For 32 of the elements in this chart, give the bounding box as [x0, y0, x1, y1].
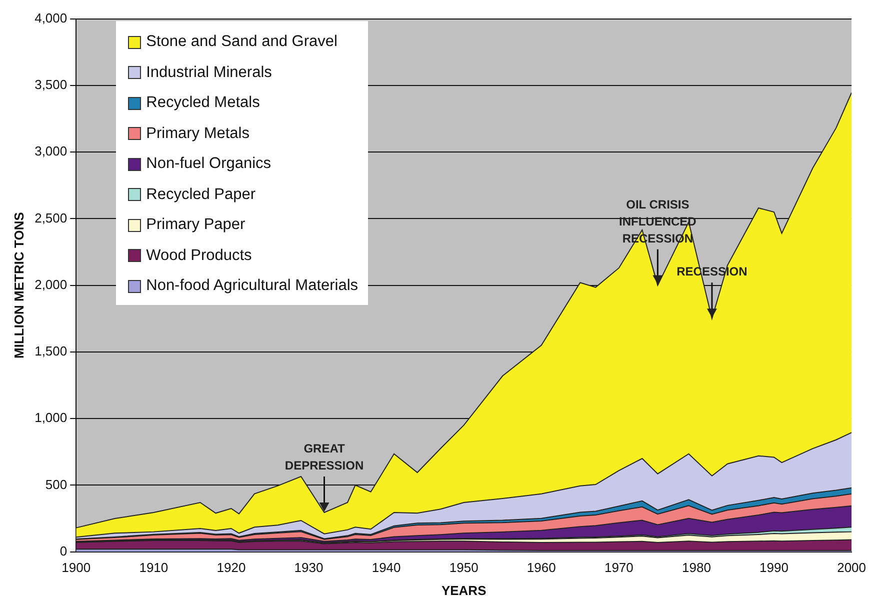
x-tick-label: 1950: [449, 560, 478, 576]
y-tick-label: 1,000: [34, 410, 68, 426]
y-axis-title: MILLION METRIC TONS: [11, 212, 26, 358]
y-tick-label: 2,000: [34, 276, 68, 292]
x-tick-label: 1960: [526, 560, 556, 576]
legend-label: Wood Products: [146, 246, 252, 265]
x-tick-label: 1990: [760, 560, 788, 576]
legend-label: Primary Paper: [146, 216, 246, 234]
x-tick-label: 2000: [837, 560, 866, 576]
x-tick-label: 1970: [604, 560, 634, 576]
x-tick-label: 1930: [294, 560, 324, 576]
x-tick-label: 1910: [139, 560, 168, 576]
legend-label: Stone and Sand and Gravel: [146, 33, 338, 52]
y-tick-label: 0: [60, 543, 68, 558]
x-tick-label: 1900: [62, 560, 91, 576]
y-tick-label: 500: [45, 476, 68, 492]
y-tick-label: 3,500: [34, 77, 68, 92]
legend-label: Primary Metals: [146, 124, 250, 143]
x-tick-label: 1920: [216, 560, 246, 576]
y-tick-label: 4,000: [34, 10, 68, 26]
y-tick-label: 3,000: [34, 144, 68, 159]
legend-label: Non-food Agricultural Materials: [146, 277, 358, 296]
legend-label: Non-fuel Organics: [146, 155, 272, 174]
y-tick-label: 1,500: [34, 344, 68, 359]
legend-label: Industrial Minerals: [146, 64, 272, 82]
y-tick-label: 2,500: [34, 210, 68, 226]
legend-label: Recycled Paper: [146, 186, 256, 204]
x-tick-label: 1980: [682, 560, 711, 576]
x-tick-label: 1940: [372, 560, 401, 576]
annotation: GREAT DEPRESSION: [284, 441, 364, 472]
legend-label: Recycled Metals: [146, 94, 260, 112]
x-axis-title: YEARS: [441, 582, 487, 598]
